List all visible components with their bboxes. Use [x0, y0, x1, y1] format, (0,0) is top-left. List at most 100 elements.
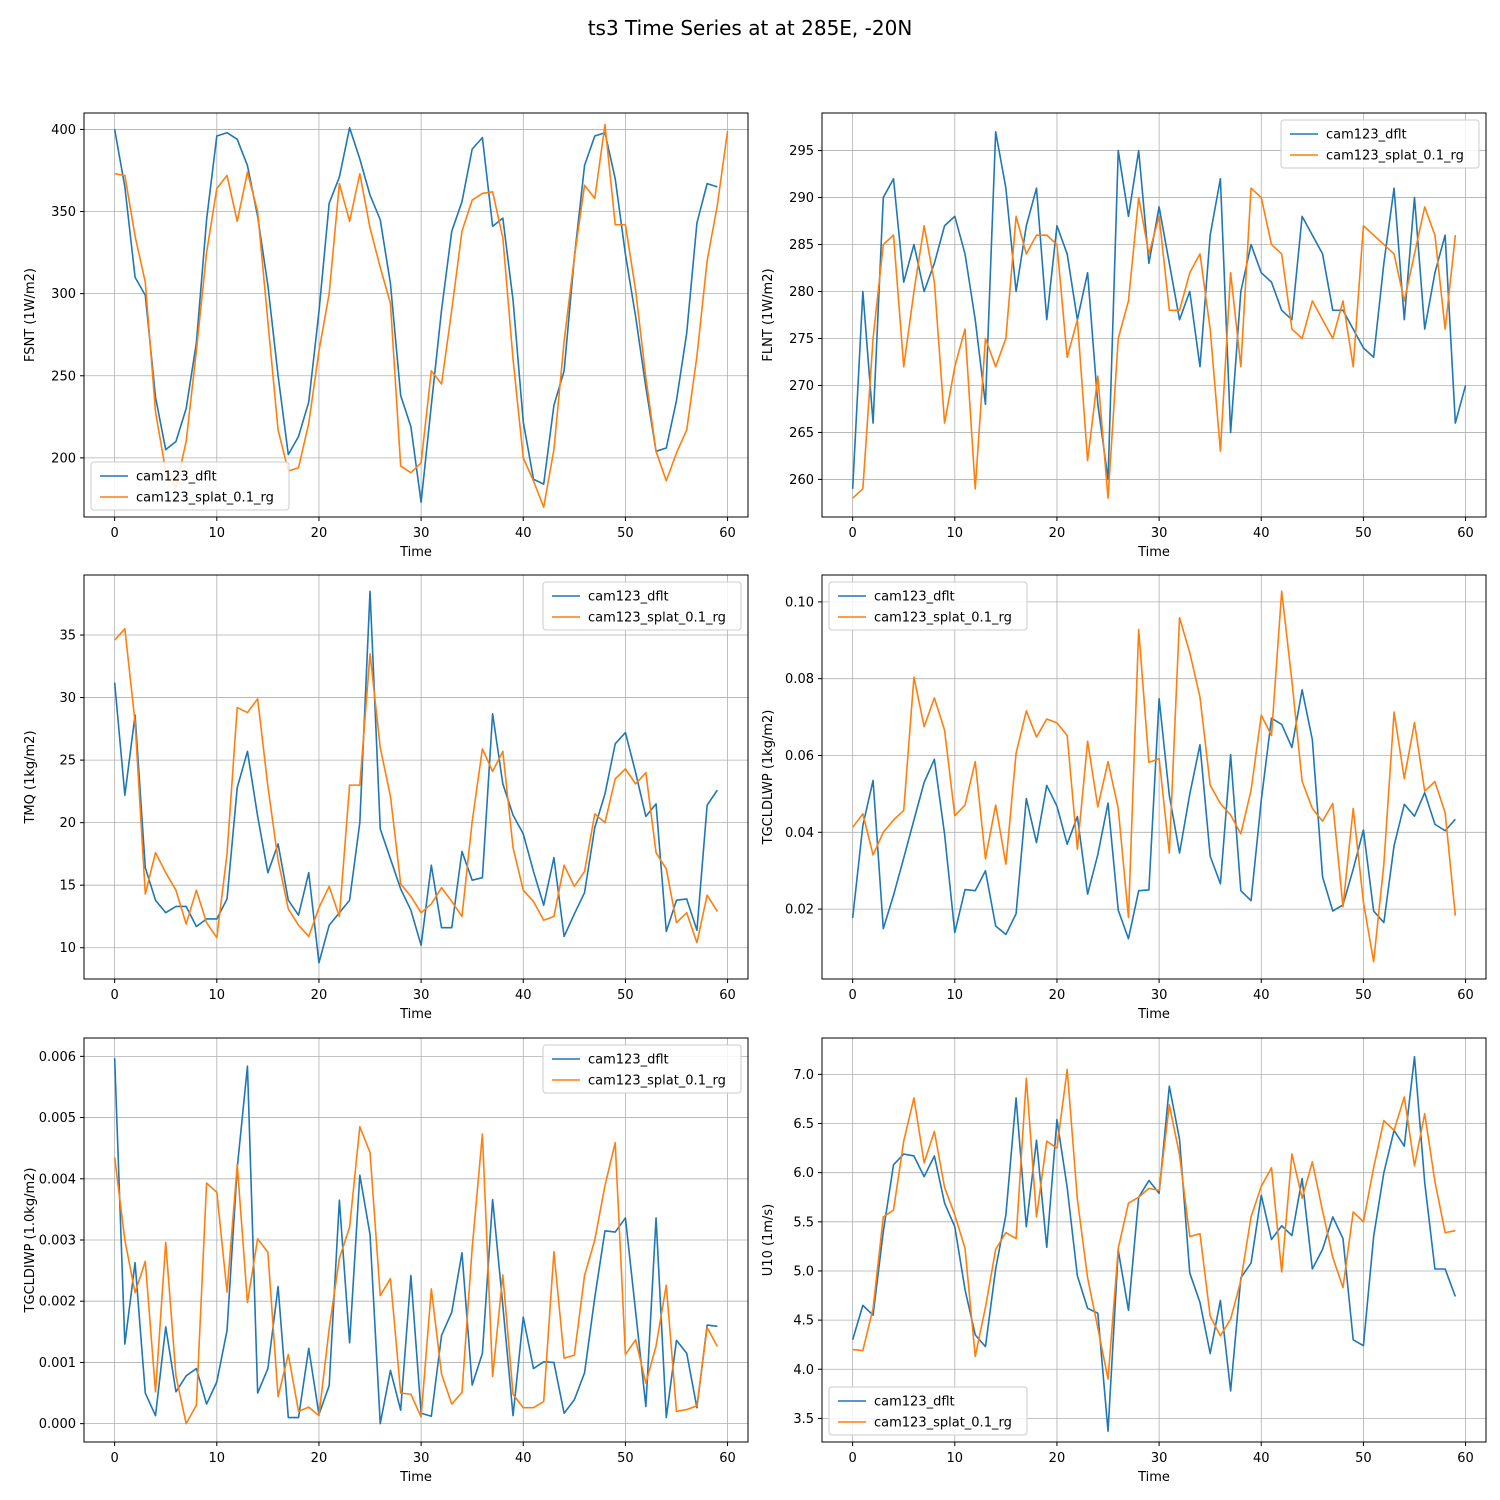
- subplot-4: 0 10 20 30 40 50 60 0.02 0.04 0.06 0.08 0.10 Time TGC…: [761, 574, 1487, 1022]
- x-tick-label: 0: [849, 988, 857, 1003]
- legend-box: [828, 581, 1028, 631]
- legend-label: cam123_dflt: [136, 470, 217, 485]
- legend-label: cam123_splat_0.1_rg: [874, 611, 1012, 626]
- x-tick-label: 30: [1151, 1451, 1168, 1466]
- y-tick-label: 275: [789, 332, 814, 347]
- series-line-cam123_dflt: [113, 590, 719, 964]
- x-tick-label: 60: [1457, 988, 1474, 1003]
- x-tick-label: 60: [719, 988, 736, 1003]
- x-tick-label: 50: [617, 1451, 634, 1466]
- series-line-cam123_dflt: [113, 126, 718, 504]
- y-tick-label: 6.0: [793, 1166, 814, 1181]
- y-tick-label: 6.5: [793, 1117, 814, 1132]
- legend: cam123_dflt cam123_splat_0.1_rg: [1280, 119, 1480, 169]
- y-tick-label: 0.02: [785, 903, 814, 918]
- y-tick-label: 0.005: [39, 1111, 76, 1126]
- y-axis-label: FSNT (1W/m2): [23, 268, 38, 362]
- y-tick-label: 0.04: [785, 826, 814, 841]
- y-tick-label: 0.08: [785, 672, 814, 687]
- y-tick-label: 280: [789, 285, 814, 300]
- x-tick-label: 0: [111, 1451, 119, 1466]
- series-line-cam123_dflt: [851, 130, 1467, 489]
- y-tick-label: 30: [59, 691, 76, 706]
- x-tick-label: 40: [1253, 988, 1270, 1003]
- y-tick-label: 0.006: [39, 1050, 76, 1065]
- series-line-cam123_splat_0.1_rg: [852, 590, 1457, 963]
- y-tick-label: 295: [789, 144, 814, 159]
- y-tick-label: 0.06: [785, 749, 814, 764]
- figure-title: ts3 Time Series at at 285E, -20N: [587, 16, 913, 40]
- series-line-cam123_dflt: [851, 689, 1456, 940]
- legend: cam123_dflt cam123_splat_0.1_rg: [828, 581, 1028, 631]
- x-axis-label: Time: [399, 1007, 432, 1022]
- y-tick-label: 4.0: [793, 1363, 814, 1378]
- x-axis-label: Time: [1137, 1470, 1170, 1485]
- x-tick-label: 10: [209, 526, 226, 541]
- legend-label: cam123_dflt: [588, 1053, 669, 1068]
- y-tick-label: 260: [789, 473, 814, 488]
- y-axis-label: TGCLDIWP (1.0kg/m2): [23, 1168, 38, 1314]
- series-line-cam123_splat_0.1_rg: [852, 187, 1457, 500]
- x-tick-label: 10: [209, 988, 226, 1003]
- x-axis-label: Time: [1137, 1007, 1170, 1022]
- x-tick-label: 20: [1049, 526, 1066, 541]
- x-tick-label: 0: [111, 526, 119, 541]
- axes-frame: [821, 112, 1487, 518]
- y-tick-label: 5.0: [793, 1264, 814, 1279]
- y-tick-label: 35: [59, 629, 76, 644]
- x-tick-label: 40: [1253, 1451, 1270, 1466]
- x-tick-label: 60: [719, 1451, 736, 1466]
- y-tick-label: 0.002: [39, 1295, 76, 1310]
- y-tick-label: 20: [59, 816, 76, 831]
- y-tick-label: 350: [51, 205, 76, 220]
- x-axis-label: Time: [1137, 545, 1170, 560]
- y-tick-label: 5.5: [793, 1215, 814, 1230]
- x-tick-label: 30: [413, 526, 430, 541]
- x-tick-label: 30: [413, 1451, 430, 1466]
- subplot-5: 0 10 20 30 40 50 60 0.000 0.001 0.002 0.003 0.004 0.…: [23, 1037, 749, 1485]
- y-tick-label: 0.003: [39, 1234, 76, 1249]
- x-tick-label: 0: [111, 988, 119, 1003]
- y-axis-label: TMQ (1kg/m2): [23, 730, 38, 824]
- y-tick-label: 400: [51, 123, 76, 138]
- x-tick-label: 10: [947, 1451, 964, 1466]
- y-tick-label: 200: [51, 451, 76, 466]
- legend-label: cam123_splat_0.1_rg: [136, 491, 274, 506]
- legend-label: cam123_splat_0.1_rg: [1326, 149, 1464, 164]
- x-axis-label: Time: [399, 1470, 432, 1485]
- axes-frame: [83, 574, 749, 980]
- y-tick-label: 290: [789, 191, 814, 206]
- y-tick-label: 0.000: [39, 1417, 76, 1432]
- x-tick-label: 60: [1457, 1451, 1474, 1466]
- y-tick-label: 0.10: [785, 595, 814, 610]
- legend-label: cam123_dflt: [874, 590, 955, 605]
- y-axis-label: U10 (1m/s): [761, 1204, 776, 1276]
- x-tick-label: 60: [1457, 526, 1474, 541]
- legend-label: cam123_splat_0.1_rg: [588, 1074, 726, 1089]
- y-axis-label: FLNT (1W/m2): [761, 268, 776, 361]
- legend-label: cam123_splat_0.1_rg: [588, 611, 726, 626]
- subplot-1: 0 10 20 30 40 50 60 200 250 300 350 400 Time FSNT (1W…: [23, 112, 749, 560]
- subplot-6: 0 10 20 30 40 50 60 3.5 4.0 4.5 5.0 5.5 6.0 6.5 7.0 Tim…: [761, 1037, 1487, 1485]
- subplot-3: 0 10 20 30 40 50 60 10 15 20 25 30 35 Time TMQ (1kg/m2…: [23, 574, 749, 1022]
- y-tick-label: 265: [789, 426, 814, 441]
- x-tick-label: 20: [311, 988, 328, 1003]
- x-tick-label: 50: [1355, 988, 1372, 1003]
- y-tick-label: 10: [59, 941, 76, 956]
- legend-label: cam123_splat_0.1_rg: [874, 1416, 1012, 1431]
- x-tick-label: 40: [1253, 526, 1270, 541]
- x-tick-label: 50: [1355, 526, 1372, 541]
- y-tick-label: 25: [59, 754, 76, 769]
- x-tick-label: 50: [617, 988, 634, 1003]
- series-line-cam123_splat_0.1_rg: [852, 1068, 1456, 1380]
- subplot-2: 0 10 20 30 40 50 60 260 265 270 275 280 285 290 295 Tim…: [761, 112, 1487, 560]
- x-tick-label: 20: [311, 526, 328, 541]
- x-tick-label: 40: [515, 988, 532, 1003]
- y-tick-label: 3.5: [793, 1412, 814, 1427]
- x-tick-label: 40: [515, 1451, 532, 1466]
- axes-frame: [821, 574, 1487, 980]
- series-line-cam123_dflt: [113, 1058, 718, 1425]
- legend-box: [1280, 119, 1480, 169]
- x-tick-label: 40: [515, 526, 532, 541]
